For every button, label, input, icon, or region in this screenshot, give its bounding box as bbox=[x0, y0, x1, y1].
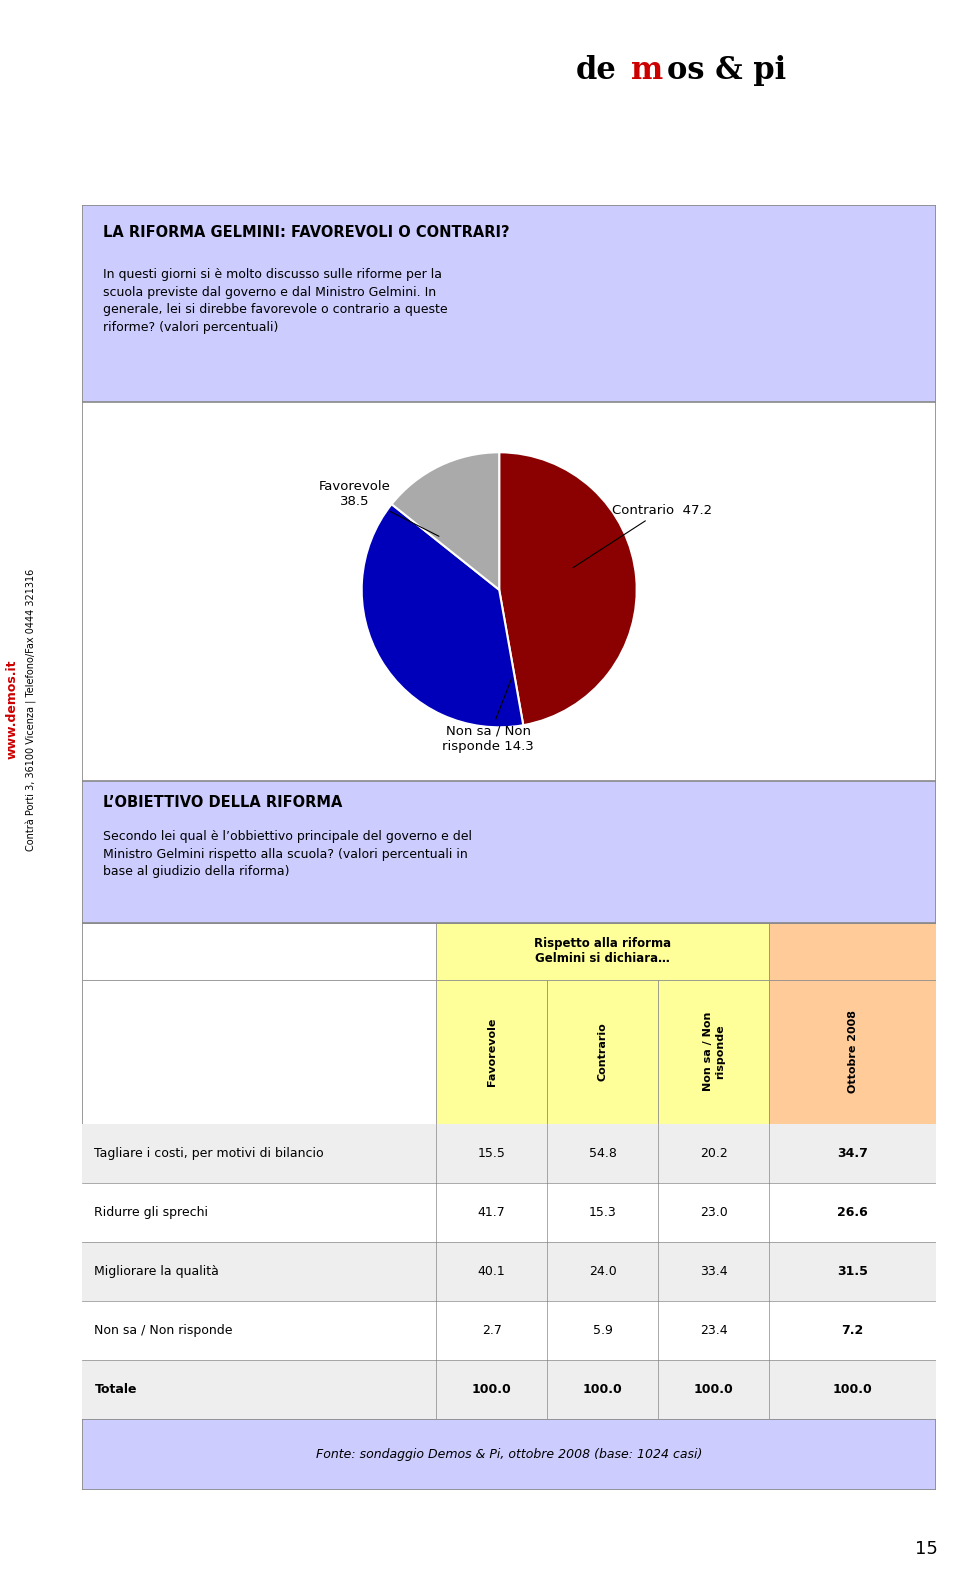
Text: Favorevole: Favorevole bbox=[487, 1017, 496, 1087]
Text: 23.4: 23.4 bbox=[700, 1325, 728, 1337]
Bar bbox=[82, 923, 436, 979]
Text: Ottobre 2008: Ottobre 2008 bbox=[848, 1011, 857, 1093]
Bar bbox=[436, 979, 547, 1124]
Bar bbox=[436, 923, 769, 979]
Text: m: m bbox=[631, 55, 663, 85]
Text: www.demos.it: www.demos.it bbox=[6, 659, 19, 760]
Bar bbox=[82, 1183, 936, 1243]
Bar bbox=[82, 1243, 936, 1301]
Bar bbox=[659, 979, 769, 1124]
Text: 26.6: 26.6 bbox=[837, 1206, 868, 1219]
Text: 15.3: 15.3 bbox=[588, 1206, 616, 1219]
Bar bbox=[769, 923, 936, 979]
Text: de: de bbox=[576, 55, 617, 85]
Bar bbox=[82, 979, 436, 1124]
Bar bbox=[547, 979, 659, 1124]
Text: 100.0: 100.0 bbox=[471, 1383, 512, 1396]
Text: Contrario: Contrario bbox=[598, 1022, 608, 1082]
Text: 2.7: 2.7 bbox=[482, 1325, 502, 1337]
Text: 100.0: 100.0 bbox=[694, 1383, 733, 1396]
Text: 100.0: 100.0 bbox=[583, 1383, 623, 1396]
Text: 20.2: 20.2 bbox=[700, 1146, 728, 1159]
Text: Non sa / Non risponde: Non sa / Non risponde bbox=[94, 1325, 233, 1337]
Text: Fonte: sondaggio Demos & Pi, ottobre 2008 (base: 1024 casi): Fonte: sondaggio Demos & Pi, ottobre 200… bbox=[316, 1448, 702, 1462]
Wedge shape bbox=[362, 505, 523, 727]
Text: 5.9: 5.9 bbox=[593, 1325, 612, 1337]
Wedge shape bbox=[499, 453, 636, 725]
Text: Favorevole
38.5: Favorevole 38.5 bbox=[319, 479, 439, 536]
Text: 33.4: 33.4 bbox=[700, 1265, 728, 1277]
Text: Secondo lei qual è l’obbiettivo principale del governo e del
Ministro Gelmini ri: Secondo lei qual è l’obbiettivo principa… bbox=[103, 830, 472, 878]
Text: Contrà Porti 3, 36100 Vicenza | Telefono/Fax 0444 321316: Contrà Porti 3, 36100 Vicenza | Telefono… bbox=[26, 569, 37, 850]
Wedge shape bbox=[392, 453, 499, 590]
Text: In questi giorni si è molto discusso sulle riforme per la
scuola previste dal go: In questi giorni si è molto discusso sul… bbox=[103, 268, 447, 334]
Bar bbox=[82, 1301, 936, 1361]
Text: 100.0: 100.0 bbox=[833, 1383, 873, 1396]
Text: 24.0: 24.0 bbox=[588, 1265, 616, 1277]
Text: Tagliare i costi, per motivi di bilancio: Tagliare i costi, per motivi di bilancio bbox=[94, 1146, 324, 1159]
Text: LA RIFORMA GELMINI: FAVOREVOLI O CONTRARI?: LA RIFORMA GELMINI: FAVOREVOLI O CONTRAR… bbox=[103, 226, 510, 240]
Text: 15.5: 15.5 bbox=[478, 1146, 506, 1159]
Bar bbox=[82, 1361, 936, 1419]
Text: Rispetto alla riforma
Gelmini si dichiara…: Rispetto alla riforma Gelmini si dichiar… bbox=[534, 937, 671, 965]
Text: Totale: Totale bbox=[94, 1383, 137, 1396]
Text: 7.2: 7.2 bbox=[842, 1325, 864, 1337]
Text: 23.0: 23.0 bbox=[700, 1206, 728, 1219]
Bar bbox=[82, 1124, 936, 1183]
Text: 15: 15 bbox=[915, 1539, 938, 1558]
Text: Ridurre gli sprechi: Ridurre gli sprechi bbox=[94, 1206, 208, 1219]
Text: 41.7: 41.7 bbox=[478, 1206, 506, 1219]
Text: L’OBIETTIVO DELLA RIFORMA: L’OBIETTIVO DELLA RIFORMA bbox=[103, 795, 343, 811]
Text: 40.1: 40.1 bbox=[478, 1265, 506, 1277]
Text: Migliorare la qualità: Migliorare la qualità bbox=[94, 1265, 219, 1277]
Bar bbox=[769, 979, 936, 1124]
Text: 31.5: 31.5 bbox=[837, 1265, 868, 1277]
Text: 34.7: 34.7 bbox=[837, 1146, 868, 1159]
Text: Contrario  47.2: Contrario 47.2 bbox=[573, 503, 712, 568]
Text: Non sa / Non
risponde 14.3: Non sa / Non risponde 14.3 bbox=[443, 678, 534, 752]
Text: 54.8: 54.8 bbox=[588, 1146, 616, 1159]
Text: os & pi: os & pi bbox=[666, 55, 785, 85]
Text: Non sa / Non
risponde: Non sa / Non risponde bbox=[703, 1012, 725, 1091]
